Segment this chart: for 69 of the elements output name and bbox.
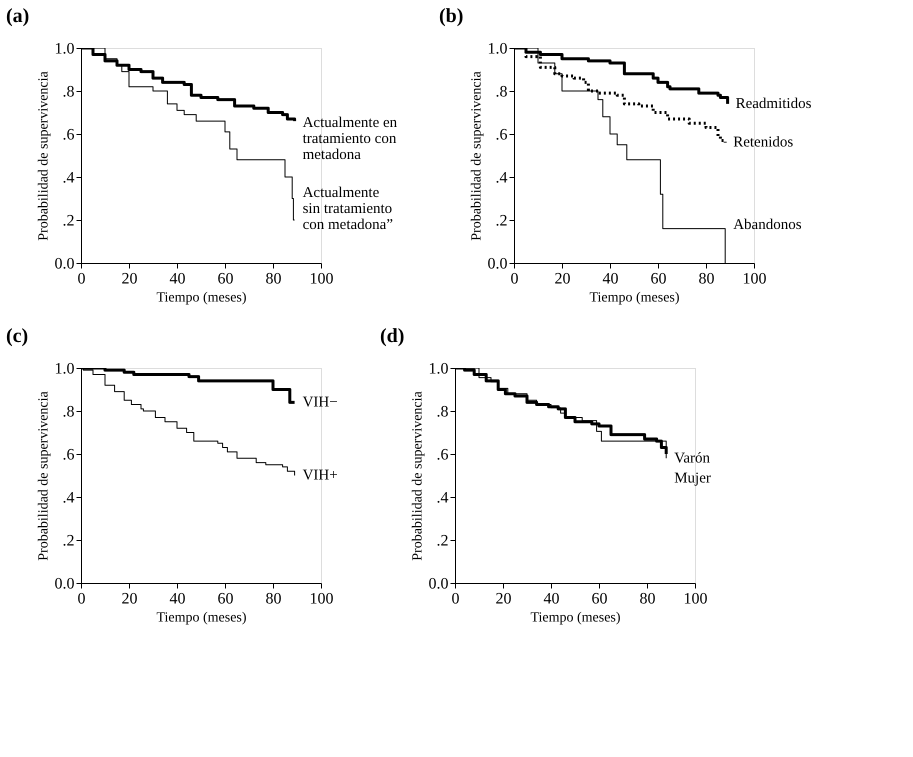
y-tick-label: .2 [436,532,448,550]
x-tick-label: 20 [496,590,512,608]
x-tick-label: 0 [452,590,460,608]
y-tick-label: 0.0 [54,576,74,592]
y-tick-label: .8 [62,84,74,100]
y-tick-label: .4 [62,490,74,506]
series-label: Actualmente sin tratamiento con metadona” [302,185,393,233]
chart-title: (b) [439,5,464,27]
y-tick-label: .6 [62,446,74,464]
y-tick-label: 0.0 [488,256,508,272]
y-tick-label: .2 [62,532,74,550]
x-tick-label: 80 [640,590,656,608]
x-axis-title: Tiempo (meses) [589,290,680,306]
series-label: Abandonos [733,217,802,233]
y-tick-label: .4 [62,170,74,186]
series-label: Readmitidos [736,96,812,112]
x-tick-label: 40 [170,590,186,608]
x-tick-label: 20 [122,270,138,288]
x-axis-title: Tiempo (meses) [156,290,247,306]
series-label: Mujer [674,470,711,486]
y-tick-label: .4 [436,490,448,506]
series-label: Retenidos [733,134,794,151]
x-tick-label: 100 [310,590,334,608]
chart-title: (c) [6,325,28,347]
y-tick-label: .6 [436,446,448,464]
chart-title: (a) [6,5,30,27]
x-tick-label: 60 [218,590,234,608]
x-tick-label: 80 [266,270,282,288]
y-tick-label: .2 [496,212,508,230]
x-tick-label: 20 [554,270,570,288]
series-label: VIH+ [302,468,338,484]
chart-title: (d) [380,325,404,347]
y-tick-label: .8 [62,404,74,420]
x-axis-title: Tiempo (meses) [530,610,621,626]
x-tick-label: 40 [544,590,560,608]
y-tick-label: .2 [62,212,74,230]
x-tick-label: 0 [78,590,86,608]
x-tick-label: 100 [742,270,766,288]
y-tick-label: 0.0 [54,256,74,272]
y-tick-label: .6 [62,126,74,144]
x-tick-label: 40 [602,270,618,288]
x-tick-label: 20 [122,590,138,608]
x-tick-label: 80 [698,270,714,288]
y-axis-title: Probabilidad de supervivencia [36,70,52,241]
y-tick-label: .4 [496,170,508,186]
y-tick-label: .8 [496,84,508,100]
x-tick-label: 100 [684,590,708,608]
x-tick-label: 80 [266,590,282,608]
series-label: VIH− [302,394,338,410]
y-tick-label: 1.0 [54,360,74,378]
y-tick-label: 0.0 [428,576,448,592]
y-tick-label: 1.0 [488,40,508,58]
x-tick-label: 60 [650,270,666,288]
x-tick-label: 60 [218,270,234,288]
x-tick-label: 100 [310,270,334,288]
y-tick-label: 1.0 [54,40,74,58]
y-axis-title: Probabilidad de supervivencia [410,390,426,561]
series-label: Actualmente en tratamiento con metadona [302,115,398,164]
x-tick-label: 0 [78,270,86,288]
y-tick-label: .6 [496,126,508,144]
series-label: Varón [674,450,711,466]
x-tick-label: 40 [170,270,186,288]
y-axis-title: Probabilidad de supervivencia [36,390,52,561]
x-axis-title: Tiempo (meses) [156,610,247,626]
x-tick-label: 60 [592,590,608,608]
x-tick-label: 0 [510,270,518,288]
y-axis-title: Probabilidad de supervivencia [470,70,484,241]
y-tick-label: 1.0 [428,360,448,378]
y-tick-label: .8 [436,404,448,420]
